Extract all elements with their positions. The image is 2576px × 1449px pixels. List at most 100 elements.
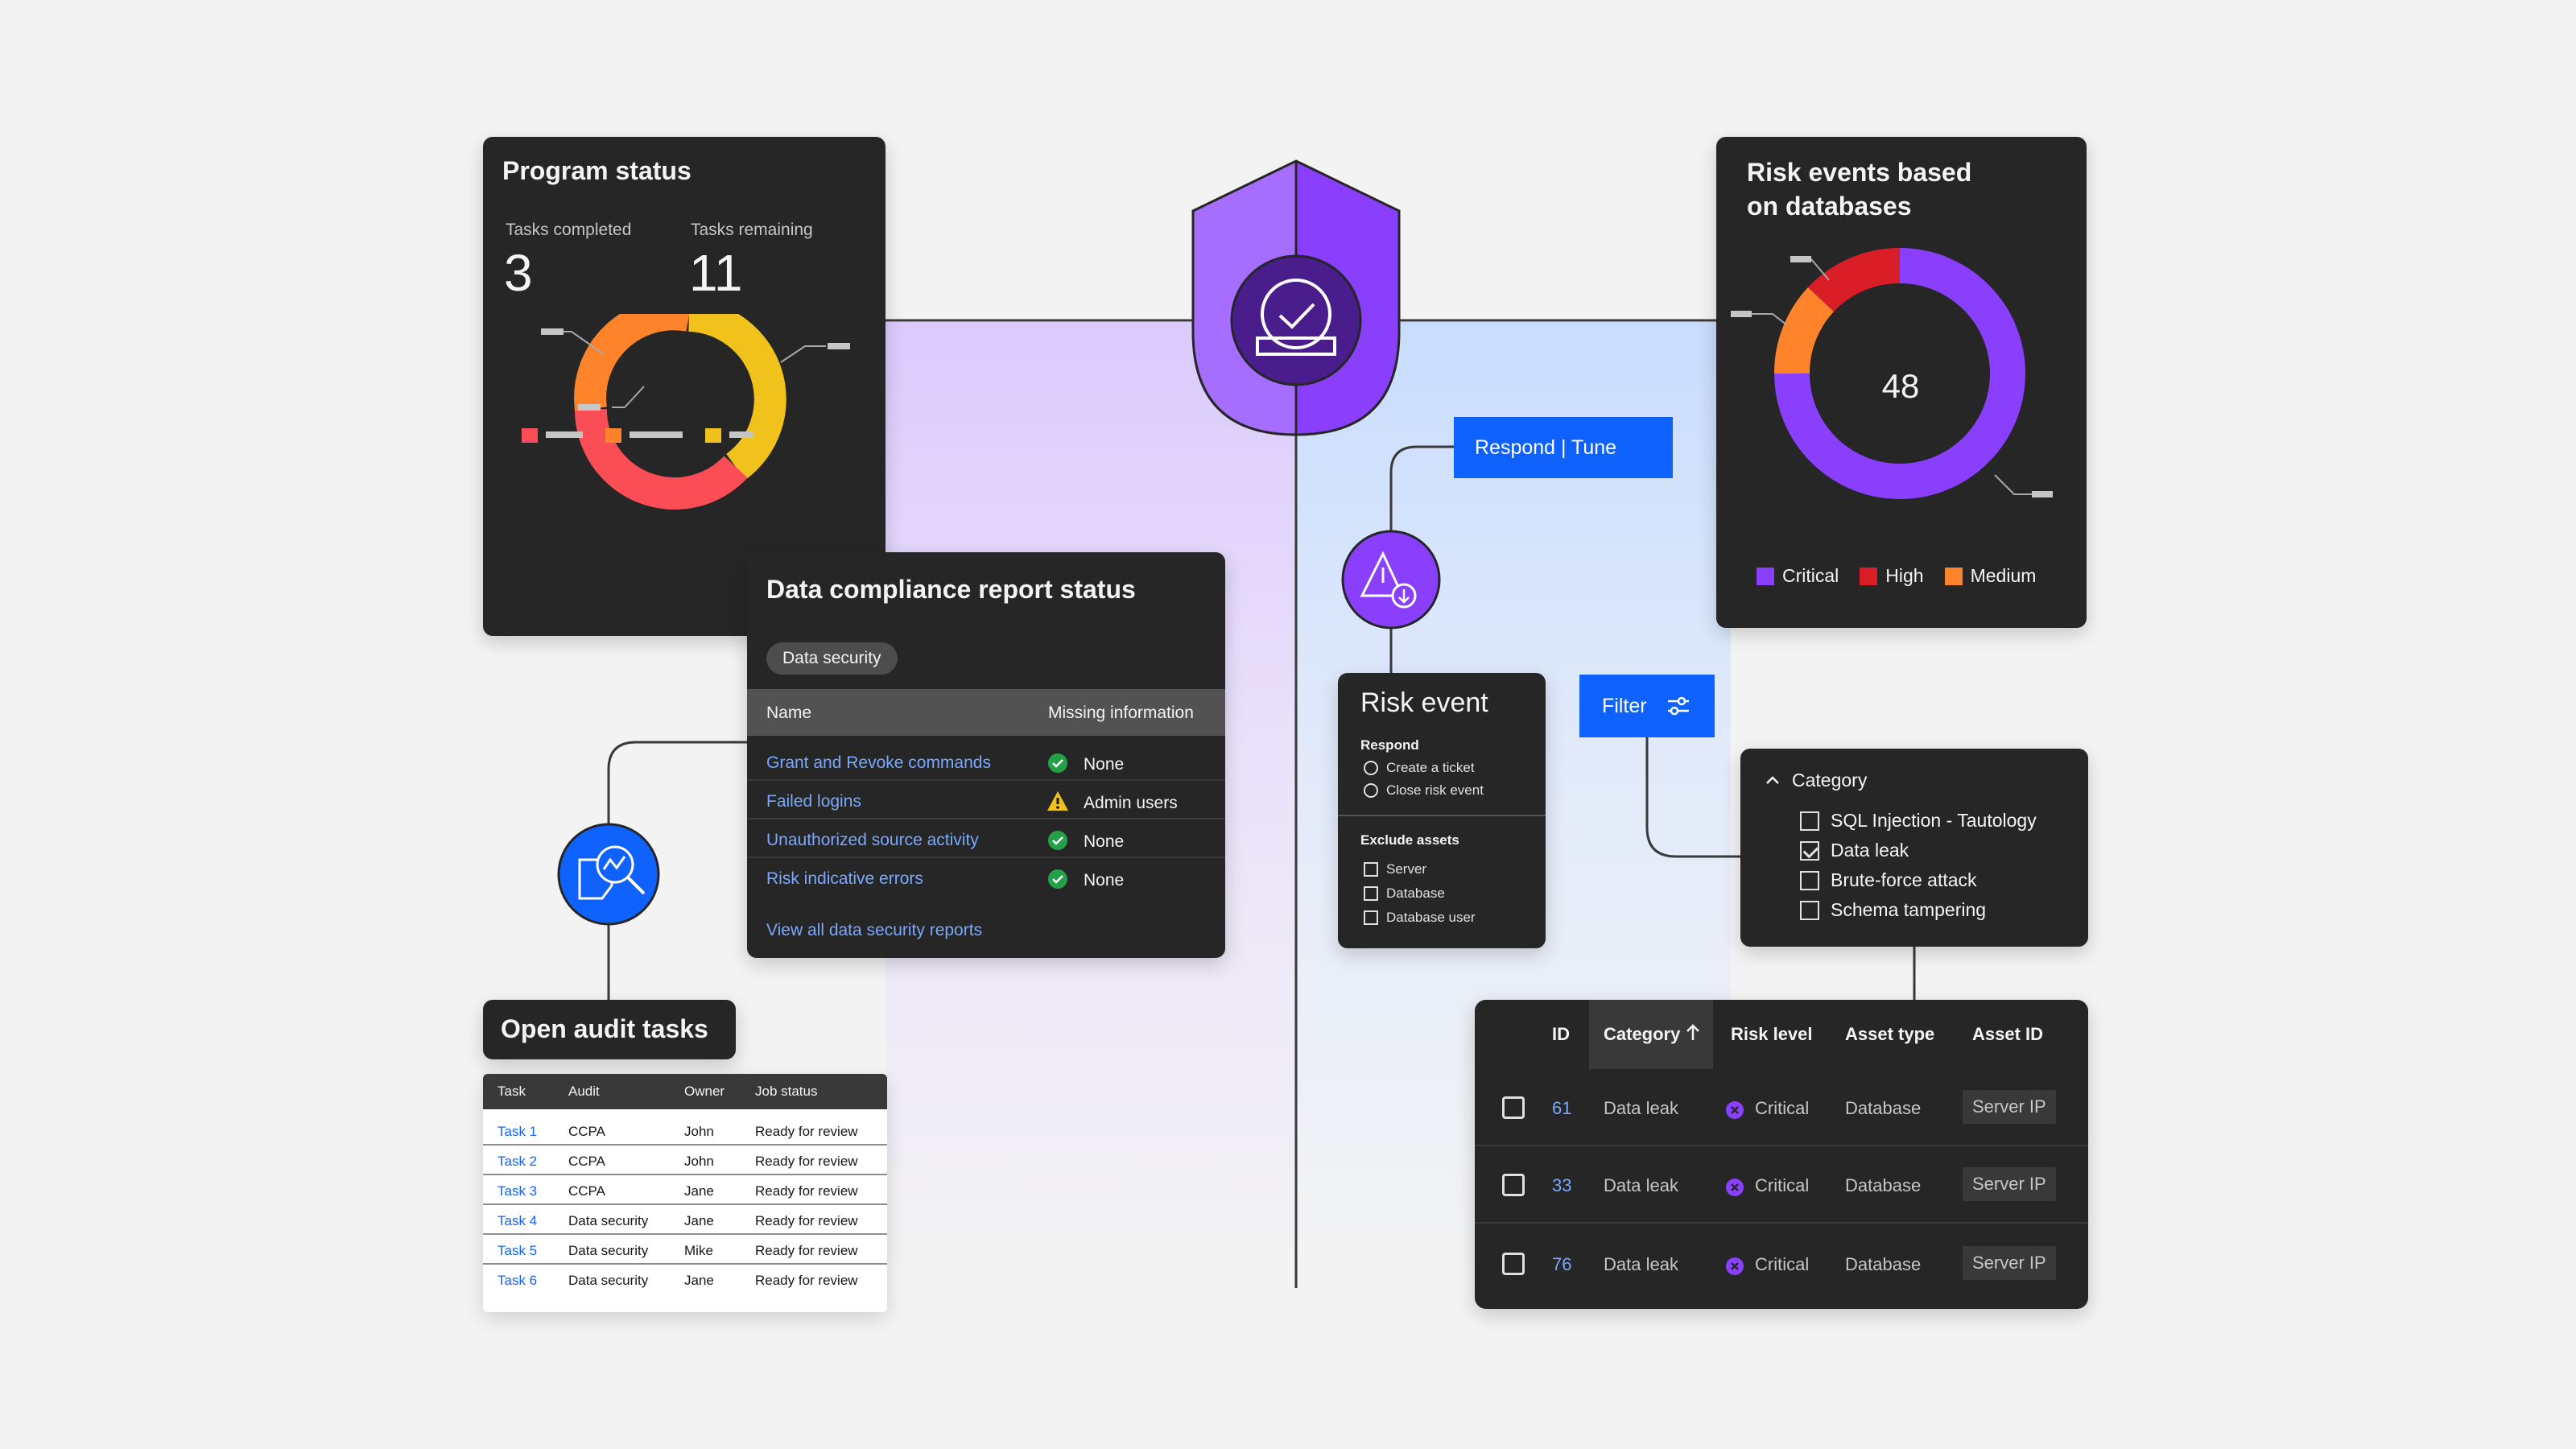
- category-option-data-leak[interactable]: Data leak: [1800, 840, 1909, 861]
- table-row: Task 4 Data security Jane Ready for revi…: [483, 1205, 887, 1235]
- chevron-up-icon: [1766, 776, 1779, 784]
- task-audit: Data security: [568, 1273, 649, 1288]
- column-header-risk-level[interactable]: Risk level: [1731, 1024, 1813, 1044]
- column-header-audit[interactable]: Audit: [568, 1084, 600, 1099]
- critical-status-icon: [1726, 1257, 1744, 1275]
- data-security-tag[interactable]: Data security: [766, 642, 898, 675]
- risk-events-card: Risk events based on databases 48 Critic…: [1716, 137, 2087, 628]
- respond-option-close-event[interactable]: Close risk event: [1364, 782, 1484, 799]
- column-header-asset-type[interactable]: Asset type: [1845, 1024, 1935, 1044]
- filter-button[interactable]: Filter: [1579, 675, 1715, 737]
- task-link[interactable]: Task 3: [497, 1183, 538, 1199]
- tasks-completed-value: 3: [504, 244, 533, 302]
- program-status-legend: [522, 428, 753, 443]
- column-header-id[interactable]: ID: [1552, 1024, 1570, 1044]
- tasks-remaining-label: Tasks remaining: [691, 221, 813, 239]
- critical-status-icon: [1726, 1101, 1744, 1119]
- exclude-option-database[interactable]: Database: [1364, 886, 1445, 902]
- column-header-missing[interactable]: Missing information: [1048, 704, 1194, 722]
- check-circle-icon: [1048, 753, 1067, 773]
- row-asset-id-tag[interactable]: Server IP: [1963, 1167, 2056, 1201]
- row-id-link[interactable]: 76: [1552, 1254, 1572, 1274]
- sort-arrow-up-icon: [1686, 1024, 1699, 1040]
- category-accordion-header[interactable]: Category: [1765, 770, 1867, 791]
- row-asset-id-tag[interactable]: Server IP: [1963, 1246, 2056, 1280]
- task-owner: Jane: [684, 1273, 714, 1288]
- table-header: Task Audit Owner Job status: [483, 1074, 887, 1109]
- placeholder-label: [1790, 256, 1811, 262]
- program-status-title: Program status: [502, 156, 691, 185]
- exclude-option-database-user[interactable]: Database user: [1364, 910, 1476, 926]
- audit-tasks-table: Task Audit Owner Job status Task 1 CCPA …: [483, 1074, 887, 1312]
- compliance-row: Unauthorized source activity None: [747, 821, 1225, 858]
- report-link[interactable]: Unauthorized source activity: [766, 831, 979, 849]
- row-risk-level: Critical: [1755, 1175, 1810, 1195]
- table-row: Task 2 CCPA John Ready for review: [483, 1146, 887, 1175]
- risk-event-title: Risk event: [1360, 687, 1488, 718]
- table-row: 76 Data leak Critical Database Server IP: [1475, 1225, 2088, 1302]
- donut-segment-red: [574, 408, 748, 510]
- donut-segment-medium: [1773, 287, 1835, 374]
- task-link[interactable]: Task 5: [497, 1243, 538, 1258]
- donut-segment-critical: [1774, 248, 2025, 499]
- task-status: Ready for review: [755, 1243, 858, 1258]
- column-header-owner[interactable]: Owner: [684, 1084, 725, 1099]
- task-link[interactable]: Task 2: [497, 1154, 538, 1169]
- category-option-schema-tampering[interactable]: Schema tampering: [1800, 899, 1986, 921]
- tasks-completed-label: Tasks completed: [506, 221, 632, 239]
- row-asset-type: Database: [1845, 1254, 1922, 1274]
- task-status: Ready for review: [755, 1183, 858, 1199]
- report-link[interactable]: Grant and Revoke commands: [766, 753, 991, 772]
- table-row: Task 3 CCPA Jane Ready for review: [483, 1175, 887, 1205]
- column-header-category-sorted[interactable]: Category: [1589, 1000, 1713, 1069]
- risk-events-total: 48: [1881, 367, 1920, 405]
- task-link[interactable]: Task 6: [497, 1273, 538, 1288]
- compliance-table-header: Name Missing information: [747, 689, 1225, 736]
- missing-info-value: None: [1084, 832, 1125, 851]
- row-checkbox[interactable]: [1502, 1253, 1525, 1275]
- row-id-link[interactable]: 61: [1552, 1098, 1572, 1118]
- risk-events-title-line1: Risk events based: [1747, 158, 1972, 187]
- row-id-link[interactable]: 33: [1552, 1175, 1572, 1195]
- donut-segment-high: [1808, 247, 1901, 312]
- exclude-assets-label: Exclude assets: [1360, 832, 1459, 848]
- row-asset-type: Database: [1845, 1175, 1922, 1195]
- task-status: Ready for review: [755, 1273, 858, 1288]
- row-checkbox[interactable]: [1502, 1174, 1525, 1196]
- table-row: Task 1 CCPA John Ready for review: [483, 1116, 887, 1146]
- exclude-option-server[interactable]: Server: [1364, 861, 1426, 877]
- task-audit: Data security: [568, 1243, 649, 1258]
- task-audit: CCPA: [568, 1183, 605, 1199]
- task-owner: John: [684, 1124, 714, 1139]
- column-header-asset-id[interactable]: Asset ID: [1972, 1024, 2044, 1044]
- column-header-name[interactable]: Name: [766, 704, 812, 722]
- task-link[interactable]: Task 1: [497, 1124, 538, 1139]
- tasks-remaining-value: 11: [689, 244, 743, 302]
- column-header-job-status[interactable]: Job status: [755, 1084, 818, 1099]
- compliance-row: Risk indicative errors None: [747, 860, 1225, 897]
- shield-icon: [1191, 159, 1401, 436]
- legend-item-high: High: [1860, 565, 1924, 587]
- category-filter-panel: Category SQL Injection - Tautology Data …: [1740, 749, 2088, 947]
- category-option-brute-force[interactable]: Brute-force attack: [1800, 869, 1977, 891]
- respond-tune-button[interactable]: Respond | Tune: [1454, 417, 1673, 478]
- row-asset-id-tag[interactable]: Server IP: [1963, 1090, 2056, 1124]
- missing-info-value: Admin users: [1084, 794, 1178, 812]
- table-row: Task 6 Data security Jane Ready for revi…: [483, 1265, 887, 1294]
- respond-option-create-ticket[interactable]: Create a ticket: [1364, 760, 1475, 776]
- row-checkbox[interactable]: [1502, 1096, 1525, 1119]
- audit-analysis-icon: [557, 823, 660, 926]
- category-option-sql-injection[interactable]: SQL Injection - Tautology: [1800, 810, 2037, 832]
- task-link[interactable]: Task 4: [497, 1213, 538, 1228]
- respond-label: Respond: [1360, 737, 1419, 753]
- report-link[interactable]: Failed logins: [766, 792, 861, 811]
- view-all-reports-link[interactable]: View all data security reports: [766, 921, 983, 939]
- critical-status-icon: [1726, 1179, 1744, 1196]
- report-link[interactable]: Risk indicative errors: [766, 869, 923, 888]
- placeholder-label: [541, 328, 564, 335]
- row-category: Data leak: [1604, 1175, 1678, 1195]
- risk-events-donut-chart: [1731, 247, 2053, 499]
- column-header-task[interactable]: Task: [497, 1084, 526, 1099]
- missing-info-value: None: [1084, 755, 1125, 774]
